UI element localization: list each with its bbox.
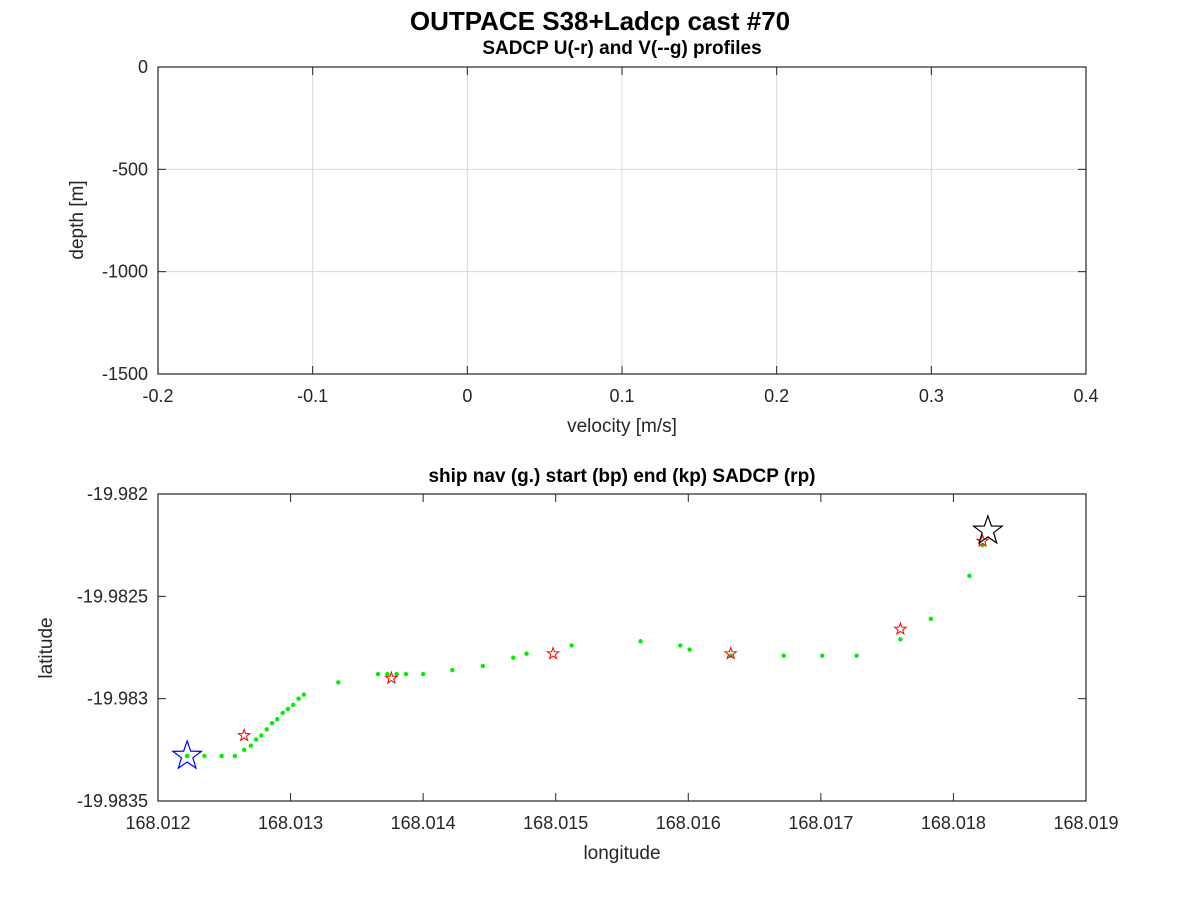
nav-track-point (232, 753, 238, 759)
start-position-star (171, 739, 204, 770)
nav-y-axis-label: latitude (36, 617, 57, 678)
nav-track-point (420, 671, 426, 677)
nav-track-point (678, 643, 683, 648)
sadcp-position-star (723, 646, 738, 660)
sadcp-position-star (545, 646, 561, 660)
nav-track-point (480, 663, 485, 669)
profile-x-axis-label: velocity [m/s] (567, 416, 677, 437)
sadcp-position-star (893, 621, 908, 636)
nav-y-tick-label: -19.982 (87, 484, 148, 504)
nav-track-point (285, 706, 291, 712)
profile-x-tick-label: 0.1 (609, 386, 634, 406)
nav-track-point (687, 647, 692, 652)
nav-chart-title: ship nav (g.) start (bp) end (kp) SADCP … (428, 466, 815, 487)
nav-track-point (301, 692, 307, 697)
nav-track-point (781, 653, 786, 658)
nav-track-point (280, 710, 285, 716)
ship-nav-panel: ship nav (g.) start (bp) end (kp) SADCP … (36, 466, 1119, 864)
nav-track-point (253, 737, 259, 742)
nav-track-point (385, 671, 390, 677)
profile-gridlines (158, 67, 1086, 374)
nav-y-tick-label: -19.9835 (77, 791, 148, 811)
nav-track-point (450, 667, 455, 673)
nav-x-tick-label: 168.019 (1053, 813, 1118, 833)
nav-x-axis-label: longitude (583, 843, 660, 864)
nav-x-tick-label: 168.012 (125, 813, 190, 833)
nav-x-tick-label: 168.017 (788, 813, 853, 833)
nav-track-point (336, 680, 341, 685)
nav-track-point (241, 747, 247, 753)
nav-x-tick-label: 168.014 (391, 813, 456, 833)
nav-track-point (269, 721, 275, 726)
nav-track-point (569, 643, 574, 648)
figure-title: OUTPACE S38+Ladcp cast #70 (410, 6, 790, 36)
nav-track-point (898, 637, 903, 642)
nav-track-point (511, 655, 516, 660)
nav-x-tick-label: 168.015 (523, 813, 588, 833)
nav-track-point (219, 753, 224, 759)
nav-axes-frame (157, 493, 1087, 802)
profile-x-tick-label: -0.2 (142, 386, 173, 406)
profile-y-tick-label: -1000 (102, 262, 148, 282)
nav-x-tick-label: 168.013 (258, 813, 323, 833)
nav-x-tick-label: 168.018 (921, 813, 986, 833)
profile-ticks: -0.2 -0.1 0 0.1 0.2 0.3 0.4 0 -500 -1000 -1500 (102, 57, 1099, 406)
profile-y-tick-label: 0 (138, 57, 148, 77)
sadcp-position-star (975, 533, 990, 548)
profile-x-tick-label: 0.4 (1073, 386, 1098, 406)
sadcp-position-star (237, 727, 252, 742)
nav-track-point (264, 727, 269, 732)
nav-track-point (394, 671, 399, 677)
nav-y-tick-label: -19.983 (87, 689, 148, 709)
nav-track-point (296, 696, 301, 701)
nav-track-point (259, 733, 264, 738)
nav-track-point (928, 616, 934, 622)
nav-plot-area (171, 514, 1004, 770)
nav-track-point (275, 716, 280, 722)
end-position-star (971, 514, 1004, 545)
profile-x-tick-label: 0.3 (919, 386, 944, 406)
nav-y-tick-label: -19.9825 (77, 586, 148, 606)
nav-track-point (524, 651, 529, 656)
nav-track-point (854, 653, 859, 658)
nav-track-point (184, 753, 190, 759)
nav-track-point (248, 743, 253, 748)
nav-track-point (819, 653, 825, 658)
nav-track-point (202, 753, 207, 759)
nav-track-point (638, 639, 643, 644)
profile-y-tick-label: -1500 (102, 364, 148, 384)
sadcp-position-star (384, 670, 399, 685)
velocity-profile-panel: SADCP U(-r) and V(--g) profiles -0.2 -0.1… (67, 38, 1099, 437)
profile-chart-title: SADCP U(-r) and V(--g) profiles (482, 38, 761, 59)
profile-y-axis-label: depth [m] (67, 180, 88, 259)
nav-ticks: 168.012 168.013 168.014 168.015 168.016 168.0… (77, 484, 1119, 833)
nav-track-point (291, 702, 296, 708)
profile-x-tick-label: -0.1 (297, 386, 328, 406)
nav-track-point (403, 671, 409, 677)
nav-track-point (375, 671, 381, 677)
nav-track-point (967, 573, 972, 579)
nav-x-tick-label: 168.016 (656, 813, 721, 833)
profile-x-tick-label: 0 (462, 386, 472, 406)
profile-x-tick-label: 0.2 (764, 386, 789, 406)
profile-y-tick-label: -500 (112, 159, 148, 179)
